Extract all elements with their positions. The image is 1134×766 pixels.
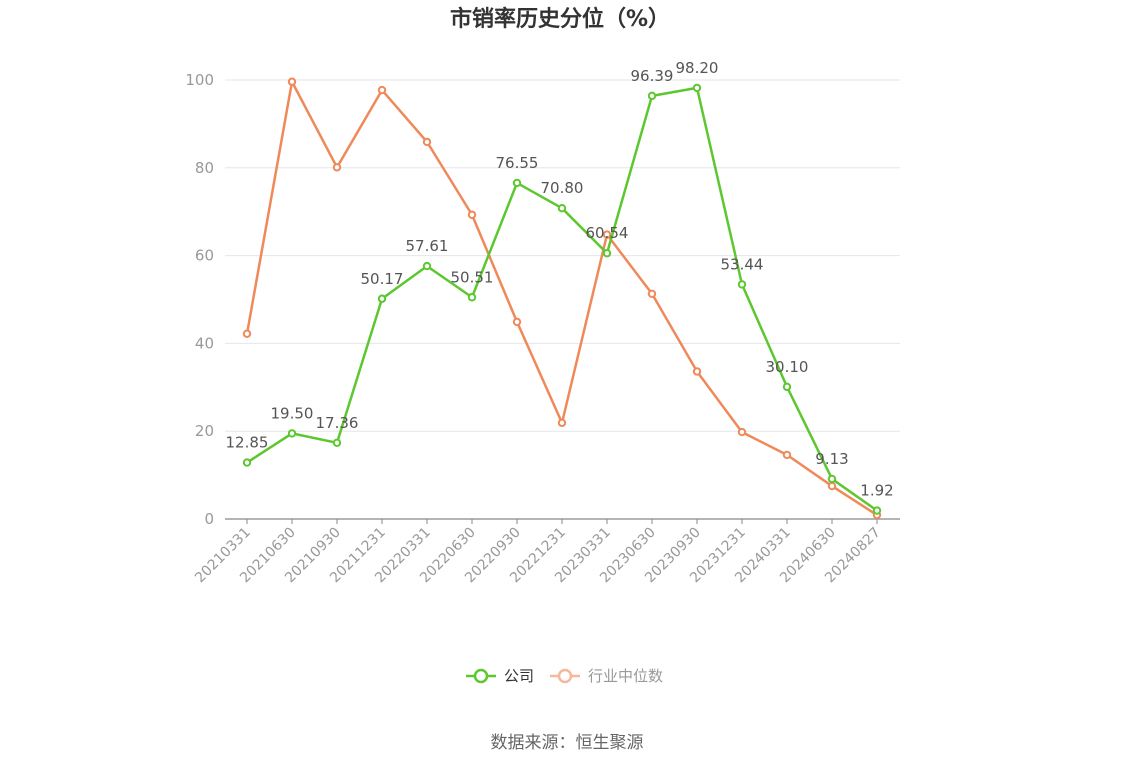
data-point[interactable] — [512, 178, 522, 188]
data-point[interactable] — [242, 329, 252, 338]
data-label: 19.50 — [271, 404, 314, 422]
data-label: 98.20 — [676, 59, 719, 77]
legend-marker-icon — [557, 668, 573, 684]
data-point[interactable] — [782, 450, 792, 460]
data-label: 30.10 — [766, 358, 809, 376]
data-point[interactable] — [692, 83, 702, 93]
x-axis: 2021033120210630202109302021123120220331… — [192, 518, 900, 586]
data-label: 50.17 — [361, 270, 404, 288]
series-1 — [242, 83, 882, 515]
data-label: 57.61 — [406, 237, 449, 255]
data-label: 9.13 — [815, 450, 848, 468]
grid-lines — [225, 79, 900, 432]
data-point[interactable] — [557, 203, 567, 213]
y-tick-label: 0 — [204, 510, 214, 528]
data-point[interactable] — [242, 458, 252, 467]
series-line — [245, 80, 878, 517]
data-label: 60.54 — [586, 224, 629, 242]
legend-label: 公司 — [504, 667, 534, 685]
y-tick-label: 100 — [185, 71, 214, 89]
data-label: 1.92 — [860, 482, 893, 500]
data-point[interactable] — [287, 429, 297, 438]
legend-label: 行业中位数 — [588, 667, 663, 685]
data-point[interactable] — [737, 280, 747, 289]
data-point[interactable] — [422, 137, 432, 147]
source-text: 数据来源：恒生聚源 — [491, 733, 644, 753]
data-point[interactable] — [872, 506, 882, 515]
data-point[interactable] — [512, 317, 522, 327]
chart-title: 市销率历史分位（%） — [450, 6, 670, 32]
legend[interactable]: 公司 行业中位数 — [466, 667, 663, 685]
data-point[interactable] — [377, 85, 387, 95]
data-label: 53.44 — [721, 255, 764, 273]
data-point[interactable] — [692, 367, 702, 376]
data-point[interactable] — [332, 438, 342, 447]
y-tick-label: 40 — [195, 334, 214, 352]
y-tick-label: 60 — [195, 247, 214, 265]
series-2 — [242, 77, 882, 520]
data-point[interactable] — [827, 474, 837, 484]
data-point[interactable] — [647, 289, 657, 298]
legend-item-1[interactable]: 公司 — [466, 667, 534, 685]
data-label: 96.39 — [631, 67, 674, 85]
data-point[interactable] — [467, 210, 477, 219]
data-point[interactable] — [377, 294, 387, 303]
legend-marker-icon — [473, 668, 489, 684]
data-point[interactable] — [602, 249, 612, 258]
y-tick-label: 80 — [195, 159, 214, 177]
legend-item-2[interactable]: 行业中位数 — [550, 667, 663, 685]
data-point[interactable] — [647, 91, 657, 101]
data-point[interactable] — [602, 230, 612, 239]
data-label: 70.80 — [541, 179, 584, 197]
data-point[interactable] — [827, 481, 837, 491]
data-label: 12.85 — [226, 434, 269, 452]
data-point[interactable] — [287, 77, 297, 86]
series-line — [246, 86, 878, 512]
data-label: 17.36 — [316, 414, 359, 432]
data-point[interactable] — [467, 293, 477, 302]
data-point[interactable] — [782, 382, 792, 392]
data-label: 76.55 — [496, 154, 539, 172]
data-point[interactable] — [332, 163, 342, 172]
data-label: 50.51 — [451, 268, 494, 286]
data-point[interactable] — [557, 418, 567, 428]
data-point[interactable] — [422, 261, 432, 271]
data-point[interactable] — [737, 427, 747, 437]
y-tick-label: 20 — [195, 422, 214, 440]
y-axis-ticks: 0 20 40 60 80 100 — [185, 71, 214, 528]
series-layer — [242, 77, 882, 520]
